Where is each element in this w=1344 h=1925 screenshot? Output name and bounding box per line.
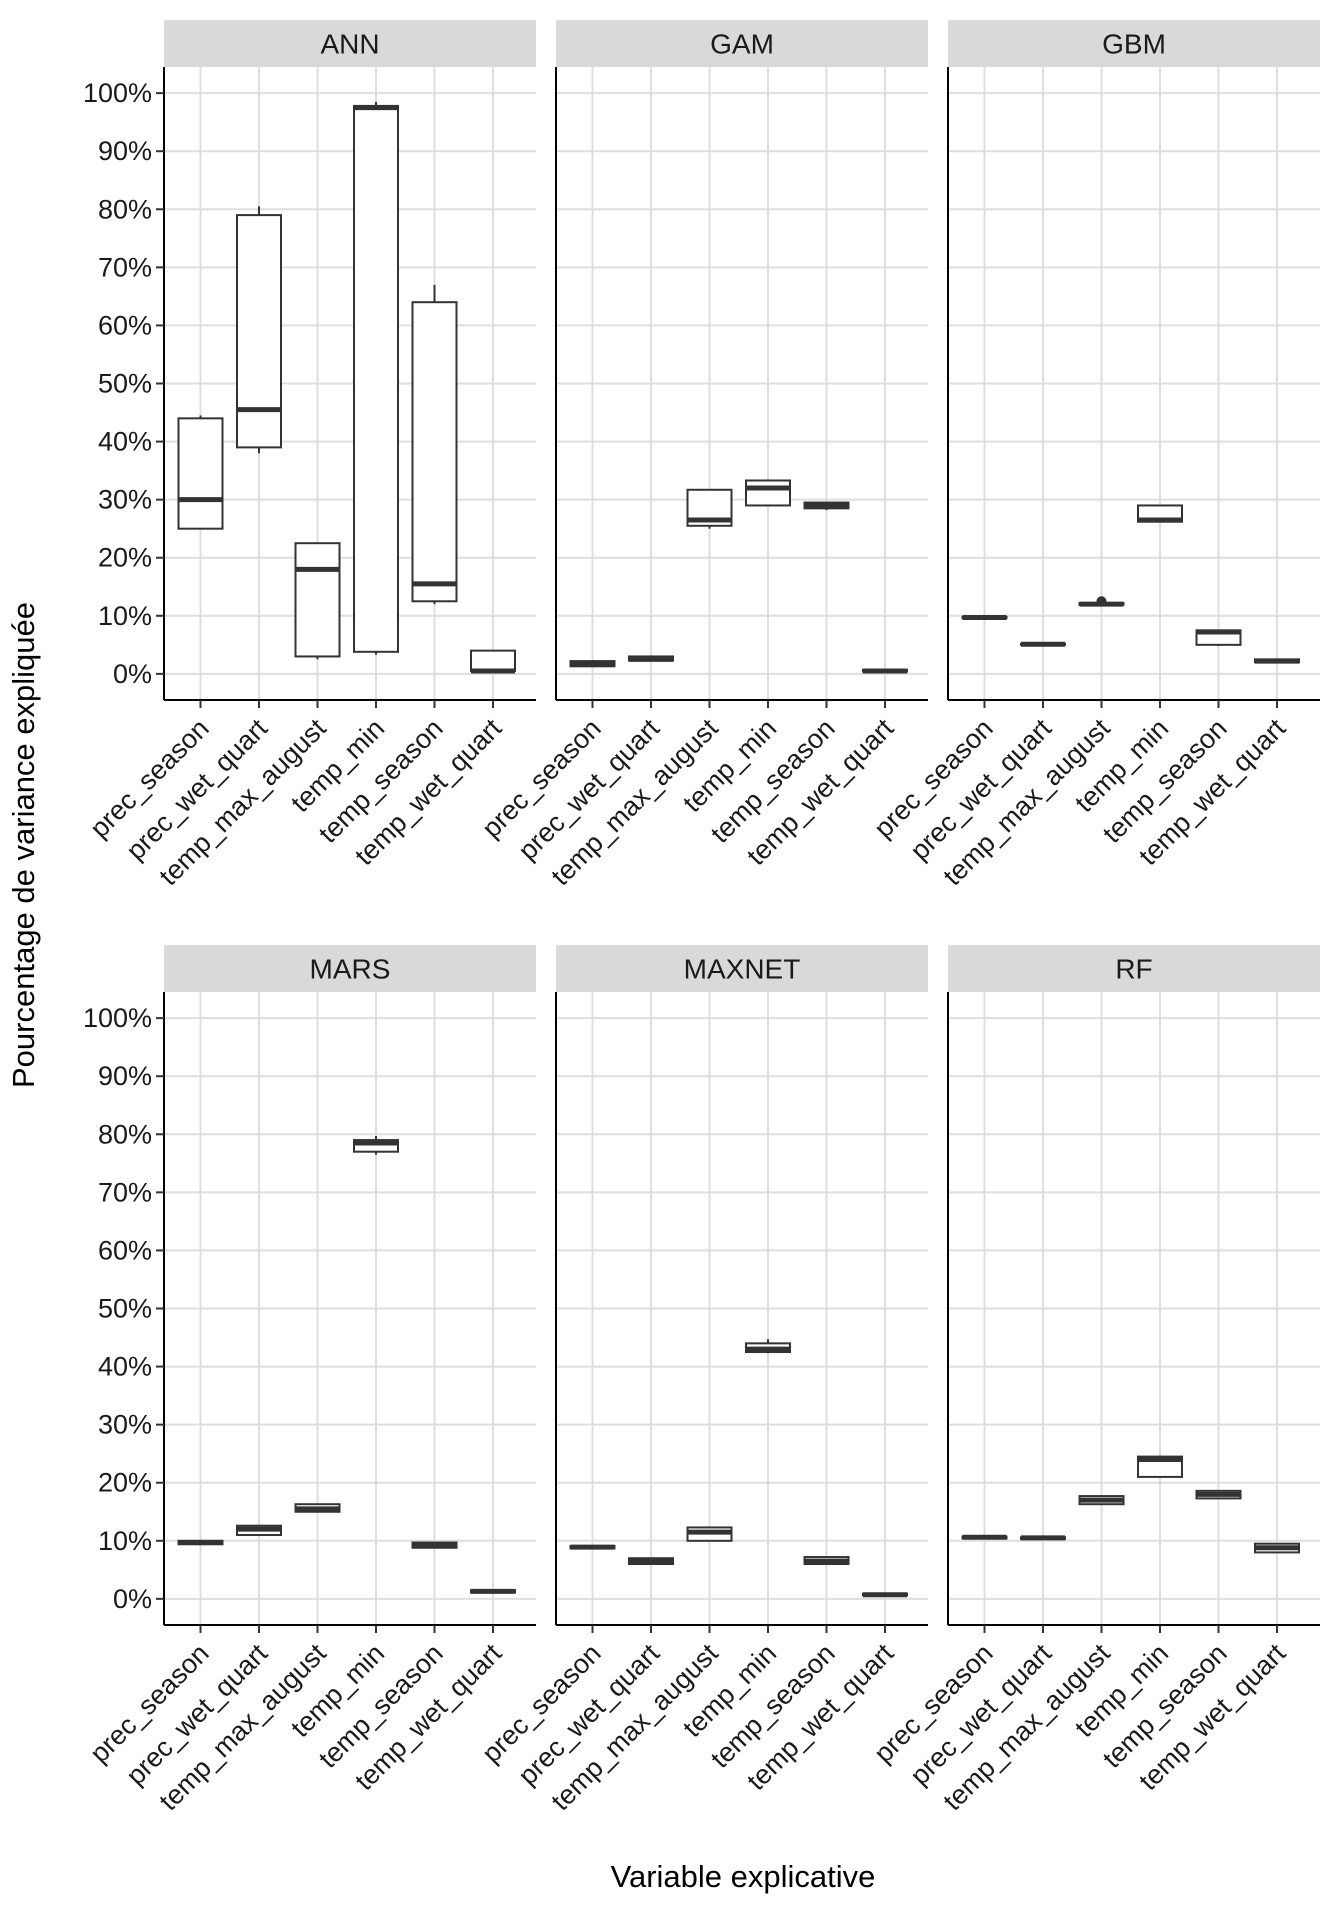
box-temp-season <box>1195 629 1242 646</box>
facet-label: GAM <box>710 29 774 60</box>
panel-gam: GAMprec_seasonprec_wet_quarttemp_max_aug… <box>476 20 928 891</box>
y-tick-label: 30% <box>98 1410 152 1440</box>
box-prec-season <box>569 660 616 668</box>
box-temp-season <box>803 1556 850 1566</box>
box-temp-wet-quart <box>1254 1542 1300 1554</box>
y-tick-label: 90% <box>98 136 152 166</box>
facet-strip <box>948 945 1320 992</box>
box-iqr <box>470 649 516 672</box>
box-prec-wet-quart <box>628 1557 674 1566</box>
box-temp-wet-quart <box>862 1592 908 1598</box>
x-axis-title: Variable explicative <box>611 1859 876 1894</box>
y-tick-label: 20% <box>98 1468 152 1498</box>
y-tick-label: 90% <box>98 1061 152 1091</box>
box-temp-wet-quart <box>470 1588 516 1594</box>
box-temp-max-august <box>294 1503 341 1513</box>
box-temp-season <box>411 284 458 605</box>
y-tick-label: 70% <box>98 1177 152 1207</box>
y-tick-label: 40% <box>98 1352 152 1382</box>
box-temp-min <box>353 101 399 655</box>
box-temp-min <box>745 479 791 507</box>
box-iqr <box>353 104 399 653</box>
box-prec-wet-quart <box>1020 1535 1066 1541</box>
y-tick-label: 100% <box>83 78 152 108</box>
facet-label: GBM <box>1102 29 1166 60</box>
y-tick-label: 10% <box>98 601 152 631</box>
box-temp-min <box>353 1136 399 1155</box>
y-tick-label: 40% <box>98 427 152 457</box>
y-tick-label: 80% <box>98 194 152 224</box>
box-prec-season <box>961 1534 1008 1540</box>
box-iqr <box>353 1139 399 1153</box>
y-axis-title: Pourcentage de variance expliquée <box>6 602 41 1088</box>
box-temp-max-august <box>1078 1495 1125 1506</box>
box-prec-wet-quart <box>628 655 674 662</box>
y-tick-label: 10% <box>98 1526 152 1556</box>
y-tick-label: 80% <box>98 1119 152 1149</box>
facet-label: MARS <box>310 954 391 985</box>
box-prec-season <box>177 1539 224 1546</box>
box-iqr <box>177 417 224 530</box>
box-temp-max-august <box>294 542 341 660</box>
box-temp-max-august <box>686 488 733 529</box>
panel-rf: RFprec_seasonprec_wet_quarttemp_max_augu… <box>868 945 1320 1816</box>
box-prec-season <box>569 1544 616 1550</box>
y-tick-label: 60% <box>98 1235 152 1265</box>
box-prec-wet-quart <box>1020 641 1066 647</box>
panel-maxnet: MAXNETprec_seasonprec_wet_quarttemp_max_… <box>476 945 928 1816</box>
y-tick-label: 50% <box>98 369 152 399</box>
y-tick-label: 100% <box>83 1003 152 1033</box>
box-temp-min <box>745 1339 791 1354</box>
panel-ann: ANN0%10%20%30%40%50%60%70%80%90%100%prec… <box>83 20 536 891</box>
box-prec-wet-quart <box>236 206 282 454</box>
panel-gbm: GBMprec_seasonprec_wet_quarttemp_max_aug… <box>868 20 1320 891</box>
y-tick-label: 0% <box>113 1584 152 1614</box>
box-temp-season <box>803 501 850 511</box>
box-iqr <box>294 542 341 658</box>
box-prec-season <box>961 615 1008 621</box>
box-temp-max-august <box>1078 596 1125 607</box>
y-tick-label: 30% <box>98 485 152 515</box>
facet-strip <box>948 20 1320 67</box>
facet-strip <box>556 20 928 67</box>
box-temp-season <box>1195 1489 1242 1500</box>
facet-strip <box>164 20 536 67</box>
y-tick-label: 20% <box>98 543 152 573</box>
box-iqr <box>745 479 791 507</box>
box-temp-wet-quart <box>862 668 908 674</box>
box-temp-min <box>1137 1455 1183 1478</box>
outlier-point <box>1096 596 1107 607</box>
box-temp-wet-quart <box>470 649 516 674</box>
box-temp-max-august <box>686 1526 733 1542</box>
box-temp-min <box>1137 504 1183 523</box>
panel-mars: MARS0%10%20%30%40%50%60%70%80%90%100%pre… <box>83 945 536 1816</box>
box-prec-wet-quart <box>236 1524 282 1536</box>
box-temp-wet-quart <box>1254 658 1300 664</box>
facet-label: RF <box>1115 954 1152 985</box>
y-tick-label: 60% <box>98 310 152 340</box>
facet-label: ANN <box>320 29 379 60</box>
box-prec-season <box>177 415 224 530</box>
facet-label: MAXNET <box>684 954 801 985</box>
box-temp-season <box>411 1541 458 1549</box>
facet-strip <box>164 945 536 992</box>
facet-strip <box>556 945 928 992</box>
y-tick-label: 0% <box>113 659 152 689</box>
box-iqr <box>236 214 282 449</box>
y-tick-label: 70% <box>98 252 152 282</box>
box-iqr <box>411 301 458 603</box>
y-tick-label: 50% <box>98 1294 152 1324</box>
